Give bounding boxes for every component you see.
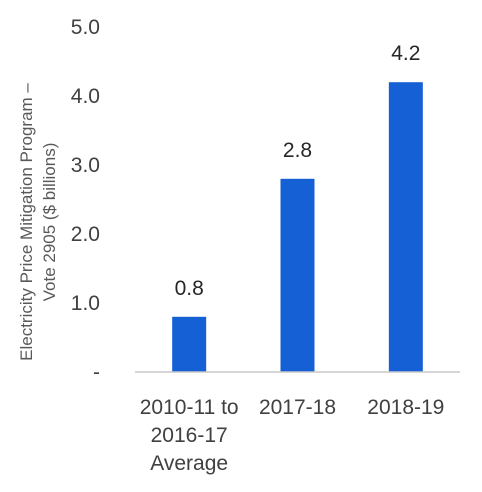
y-tick-label: 3.0 bbox=[71, 154, 100, 177]
x-tick-label: 2017-18 bbox=[259, 396, 336, 419]
data-label: 0.8 bbox=[175, 277, 204, 300]
y-tick-label: - bbox=[93, 361, 100, 384]
data-label: 4.2 bbox=[391, 42, 420, 65]
y-axis-label-line-2: Vote 2905 ($ billions) bbox=[40, 143, 59, 302]
bar bbox=[280, 178, 315, 372]
x-tick-label: 2016-17 bbox=[151, 424, 228, 447]
y-axis-ticks: - 1.0 2.0 3.0 4.0 5.0 bbox=[71, 16, 100, 384]
x-tick-label: Average bbox=[150, 452, 228, 475]
data-label: 2.8 bbox=[283, 139, 312, 162]
y-tick-label: 2.0 bbox=[71, 223, 100, 246]
y-tick-label: 5.0 bbox=[71, 16, 100, 39]
bar bbox=[172, 316, 207, 372]
data-labels: 0.8 2.8 4.2 bbox=[175, 42, 421, 300]
bar-series bbox=[172, 82, 423, 372]
y-tick-label: 1.0 bbox=[71, 292, 100, 315]
y-axis-label-line-1: Electricity Price Mitigation Program – bbox=[17, 83, 36, 361]
x-tick-label: 2018-19 bbox=[367, 396, 444, 419]
x-axis-ticks: 2010-11 to 2016-17 Average 2017-18 2018-19 bbox=[140, 396, 445, 475]
x-tick-label: 2010-11 to bbox=[140, 396, 239, 419]
y-axis-label: Electricity Price Mitigation Program – V… bbox=[17, 83, 59, 361]
y-tick-label: 4.0 bbox=[71, 85, 100, 108]
bar bbox=[388, 82, 423, 372]
